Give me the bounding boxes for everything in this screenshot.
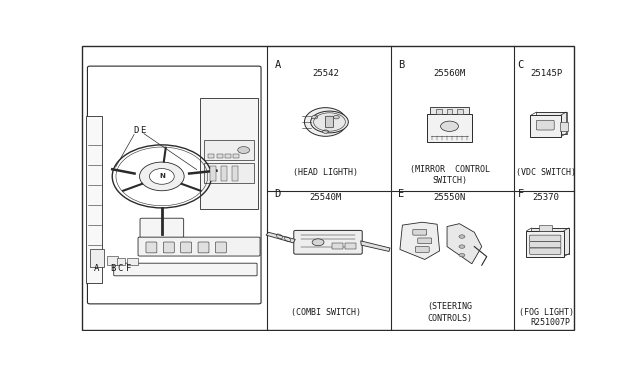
FancyBboxPatch shape bbox=[559, 122, 568, 131]
FancyBboxPatch shape bbox=[86, 116, 102, 283]
Text: B: B bbox=[399, 60, 404, 70]
FancyBboxPatch shape bbox=[200, 98, 257, 209]
Circle shape bbox=[459, 253, 465, 257]
Text: 25145P: 25145P bbox=[530, 69, 563, 78]
FancyBboxPatch shape bbox=[83, 46, 573, 330]
FancyBboxPatch shape bbox=[536, 120, 554, 130]
FancyBboxPatch shape bbox=[233, 154, 239, 158]
FancyBboxPatch shape bbox=[530, 235, 561, 241]
Text: C: C bbox=[518, 60, 524, 70]
FancyBboxPatch shape bbox=[436, 109, 442, 114]
FancyBboxPatch shape bbox=[526, 231, 564, 257]
Ellipse shape bbox=[150, 169, 174, 184]
Polygon shape bbox=[361, 241, 390, 251]
Text: 25540M: 25540M bbox=[309, 193, 342, 202]
FancyBboxPatch shape bbox=[536, 112, 566, 134]
FancyBboxPatch shape bbox=[530, 241, 561, 248]
FancyBboxPatch shape bbox=[90, 249, 104, 267]
FancyBboxPatch shape bbox=[204, 140, 253, 160]
FancyBboxPatch shape bbox=[116, 258, 125, 266]
FancyBboxPatch shape bbox=[198, 242, 209, 253]
FancyBboxPatch shape bbox=[140, 218, 184, 238]
FancyBboxPatch shape bbox=[530, 115, 561, 137]
FancyBboxPatch shape bbox=[225, 154, 231, 158]
Polygon shape bbox=[266, 232, 295, 243]
Text: (MIRROR  CONTROL
SWITCH): (MIRROR CONTROL SWITCH) bbox=[410, 164, 490, 185]
Text: (COMBI SWITCH): (COMBI SWITCH) bbox=[291, 308, 360, 317]
FancyBboxPatch shape bbox=[114, 263, 257, 276]
FancyBboxPatch shape bbox=[539, 225, 552, 231]
Circle shape bbox=[312, 115, 317, 119]
Circle shape bbox=[459, 235, 465, 238]
FancyBboxPatch shape bbox=[447, 109, 452, 114]
Ellipse shape bbox=[305, 108, 347, 136]
FancyBboxPatch shape bbox=[146, 242, 157, 253]
FancyBboxPatch shape bbox=[418, 238, 431, 244]
Text: E: E bbox=[399, 189, 404, 199]
FancyBboxPatch shape bbox=[294, 230, 362, 254]
Text: (STEERING
CONTROLS): (STEERING CONTROLS) bbox=[427, 302, 472, 323]
FancyBboxPatch shape bbox=[415, 247, 429, 252]
Text: R251007P: R251007P bbox=[530, 318, 570, 327]
Circle shape bbox=[310, 111, 348, 133]
FancyBboxPatch shape bbox=[107, 256, 118, 266]
Text: F: F bbox=[125, 264, 131, 273]
Text: 25542: 25542 bbox=[312, 69, 339, 78]
FancyBboxPatch shape bbox=[86, 58, 264, 314]
FancyBboxPatch shape bbox=[210, 166, 216, 181]
FancyBboxPatch shape bbox=[138, 237, 260, 256]
FancyBboxPatch shape bbox=[326, 116, 333, 128]
FancyBboxPatch shape bbox=[457, 109, 463, 114]
Text: B: B bbox=[110, 264, 115, 273]
Text: 25560M: 25560M bbox=[433, 69, 466, 78]
FancyBboxPatch shape bbox=[216, 242, 227, 253]
FancyBboxPatch shape bbox=[332, 243, 344, 249]
Ellipse shape bbox=[140, 162, 184, 191]
Text: A: A bbox=[275, 60, 281, 70]
FancyBboxPatch shape bbox=[163, 242, 174, 253]
Circle shape bbox=[323, 130, 328, 133]
Polygon shape bbox=[400, 222, 440, 260]
FancyBboxPatch shape bbox=[204, 163, 253, 183]
Text: (HEAD LIGHTH): (HEAD LIGHTH) bbox=[293, 168, 358, 177]
FancyBboxPatch shape bbox=[431, 107, 468, 114]
Text: E: E bbox=[141, 126, 146, 135]
Text: 25370: 25370 bbox=[533, 193, 559, 202]
Circle shape bbox=[237, 147, 250, 154]
FancyBboxPatch shape bbox=[127, 258, 138, 266]
FancyBboxPatch shape bbox=[345, 243, 356, 249]
Text: (FOG LIGHT): (FOG LIGHT) bbox=[519, 308, 573, 317]
Text: F: F bbox=[518, 189, 524, 199]
FancyBboxPatch shape bbox=[217, 154, 223, 158]
FancyBboxPatch shape bbox=[413, 230, 427, 235]
Circle shape bbox=[459, 245, 465, 248]
Text: N: N bbox=[159, 173, 164, 179]
Text: D: D bbox=[275, 189, 281, 199]
FancyBboxPatch shape bbox=[428, 113, 472, 142]
Circle shape bbox=[440, 121, 458, 131]
FancyBboxPatch shape bbox=[531, 228, 570, 254]
Circle shape bbox=[333, 115, 339, 119]
Polygon shape bbox=[447, 224, 482, 264]
FancyBboxPatch shape bbox=[88, 66, 261, 304]
FancyBboxPatch shape bbox=[530, 248, 561, 254]
Text: 25550N: 25550N bbox=[433, 193, 466, 202]
Text: (VDC SWITCH): (VDC SWITCH) bbox=[516, 168, 576, 177]
FancyBboxPatch shape bbox=[232, 166, 237, 181]
Text: C: C bbox=[117, 264, 123, 273]
Text: D: D bbox=[133, 126, 138, 135]
Circle shape bbox=[312, 239, 324, 246]
Text: A: A bbox=[94, 264, 99, 273]
FancyBboxPatch shape bbox=[221, 166, 227, 181]
FancyBboxPatch shape bbox=[180, 242, 191, 253]
FancyBboxPatch shape bbox=[209, 154, 214, 158]
